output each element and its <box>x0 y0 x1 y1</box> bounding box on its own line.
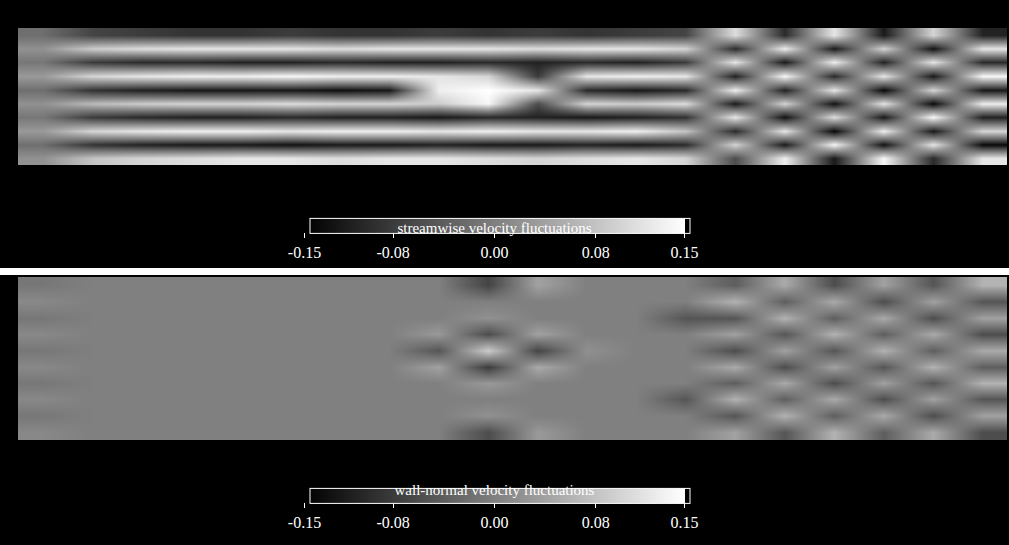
svg-text:0.08: 0.08 <box>582 244 610 261</box>
svg-text:-0.15: -0.15 <box>288 514 321 531</box>
svg-text:0.08: 0.08 <box>582 514 610 531</box>
svg-text:0.15: 0.15 <box>671 244 699 261</box>
svg-text:-0.08: -0.08 <box>377 514 410 531</box>
svg-text:-0.15: -0.15 <box>288 244 321 261</box>
svg-text:streamwise velocity fluctuatio: streamwise velocity fluctuations <box>397 220 591 236</box>
svg-text:0.00: 0.00 <box>481 244 509 261</box>
svg-text:wall-normal velocity fluctuati: wall-normal velocity fluctuations <box>395 482 595 498</box>
svg-text:0.00: 0.00 <box>481 514 509 531</box>
svg-text:0.15: 0.15 <box>671 514 699 531</box>
svg-text:-0.08: -0.08 <box>377 244 410 261</box>
